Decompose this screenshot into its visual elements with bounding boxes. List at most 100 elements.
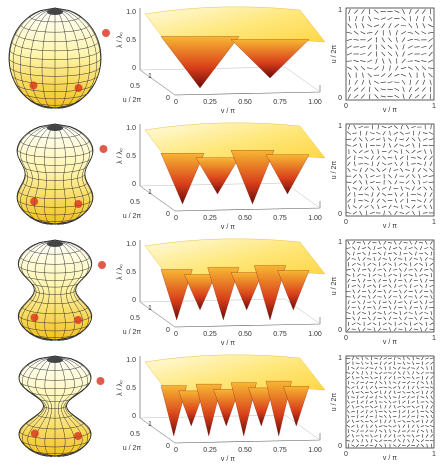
u-axis-label: u / 2π (123, 213, 142, 220)
defect-spot (74, 316, 82, 324)
u-tick-label: 0 (166, 327, 170, 334)
director-x-label: v / π (383, 339, 397, 346)
director-y-tick: 1 (338, 123, 342, 130)
v-tick-label: 0.25 (203, 215, 217, 222)
director-y-tick: 1 (338, 355, 342, 362)
u-tick-label: 0.5 (130, 199, 140, 206)
v-tick-label: 1.00 (308, 447, 322, 454)
v-tick-label: 1.00 (308, 99, 322, 106)
z-tick-label: 0.5 (126, 269, 136, 276)
surface-cone (161, 153, 204, 204)
v-tick-label: 0.50 (238, 331, 252, 338)
defect-spot (99, 145, 107, 153)
v-tick-label: 0 (174, 215, 178, 222)
z-axis-label: λ / λ₀ (117, 380, 124, 396)
director-y-tick: 1 (338, 239, 342, 246)
defect-spot (102, 29, 110, 37)
floor-grid (140, 67, 320, 95)
u-tick-label: 0.5 (130, 83, 140, 90)
v-tick-label: 0.50 (238, 447, 252, 454)
v-axis-label: v / π (221, 224, 235, 231)
surface-cone (231, 150, 274, 204)
z-tick-label: 0.5 (126, 385, 136, 392)
director-y-tick: 0 (338, 211, 342, 218)
defect-spot (31, 430, 39, 438)
director-x-label: v / π (383, 107, 397, 114)
surface-cone (231, 40, 309, 79)
shape-pole (47, 9, 63, 15)
surface-cone (231, 273, 262, 311)
director-y-label: u / 2π (331, 393, 338, 412)
z-axis-label: λ / λ₀ (117, 264, 124, 280)
u-axis-label: u / 2π (123, 329, 142, 336)
v-tick-label: 0.75 (273, 331, 287, 338)
director-y-label: u / 2π (331, 161, 338, 180)
z-axis-label: λ / λ₀ (117, 148, 124, 164)
v-tick-label: 0.75 (273, 447, 287, 454)
v-tick-label: 0 (174, 331, 178, 338)
z-tick-label: 0 (132, 413, 136, 420)
director-y-label: u / 2π (331, 277, 338, 296)
floor-grid (140, 183, 320, 211)
defect-spot (75, 84, 83, 92)
defect-spot (30, 314, 38, 322)
u-tick-label: 0.5 (130, 315, 140, 322)
director-x-label: v / π (383, 223, 397, 230)
defect-spot (74, 432, 82, 440)
director-x-tick: 1 (432, 103, 436, 110)
director-x-tick: 0 (344, 219, 348, 226)
v-axis-label: v / π (221, 108, 235, 115)
director-x-label: v / π (383, 455, 397, 462)
defect-spot (30, 198, 38, 206)
u-tick-label: 1 (148, 189, 152, 196)
surface-cone (278, 271, 309, 311)
v-axis-label: v / π (221, 456, 235, 463)
surface-cone (184, 275, 215, 311)
u-axis-label: u / 2π (123, 445, 142, 452)
v-tick-label: 0 (174, 99, 178, 106)
director-x-tick: 0 (344, 451, 348, 458)
defect-spot (29, 82, 37, 90)
director-x-tick: 1 (432, 219, 436, 226)
shape-pole (47, 125, 63, 131)
shape-pole (47, 357, 63, 363)
director-x-tick: 0 (344, 103, 348, 110)
v-tick-label: 0.50 (238, 215, 252, 222)
surface-cone (196, 158, 239, 194)
z-axis-label: λ / λ₀ (117, 32, 124, 48)
u-tick-label: 0 (166, 95, 170, 102)
u-tick-label: 0.5 (130, 431, 140, 438)
u-tick-label: 1 (148, 421, 152, 428)
surface-cone (266, 155, 309, 194)
director-x-tick: 1 (432, 335, 436, 342)
director-x-tick: 1 (432, 451, 436, 458)
v-tick-label: 0.25 (203, 447, 217, 454)
u-tick-label: 0 (166, 443, 170, 450)
z-tick-label: 0 (132, 65, 136, 72)
v-tick-label: 0.75 (273, 99, 287, 106)
z-tick-label: 0.5 (126, 153, 136, 160)
director-y-tick: 0 (338, 443, 342, 450)
director-y-tick: 1 (338, 7, 342, 14)
u-tick-label: 1 (148, 305, 152, 312)
z-tick-label: 0.5 (126, 37, 136, 44)
v-tick-label: 1.00 (308, 215, 322, 222)
v-tick-label: 1.00 (308, 331, 322, 338)
u-tick-label: 0 (166, 211, 170, 218)
surface-cone (161, 37, 239, 89)
v-tick-label: 0.25 (203, 331, 217, 338)
defect-spot (74, 200, 82, 208)
defect-spot (96, 377, 104, 385)
z-tick-label: 0 (132, 181, 136, 188)
v-axis-label: v / π (221, 340, 235, 347)
z-tick-label: 1.0 (126, 357, 136, 364)
director-y-tick: 0 (338, 327, 342, 334)
v-tick-label: 0 (174, 447, 178, 454)
z-tick-label: 1.0 (126, 125, 136, 132)
z-tick-label: 1.0 (126, 241, 136, 248)
floor-grid (140, 415, 320, 443)
shape-pole (47, 241, 63, 247)
v-tick-label: 0.50 (238, 99, 252, 106)
director-y-label: u / 2π (331, 45, 338, 64)
director-x-tick: 0 (344, 335, 348, 342)
